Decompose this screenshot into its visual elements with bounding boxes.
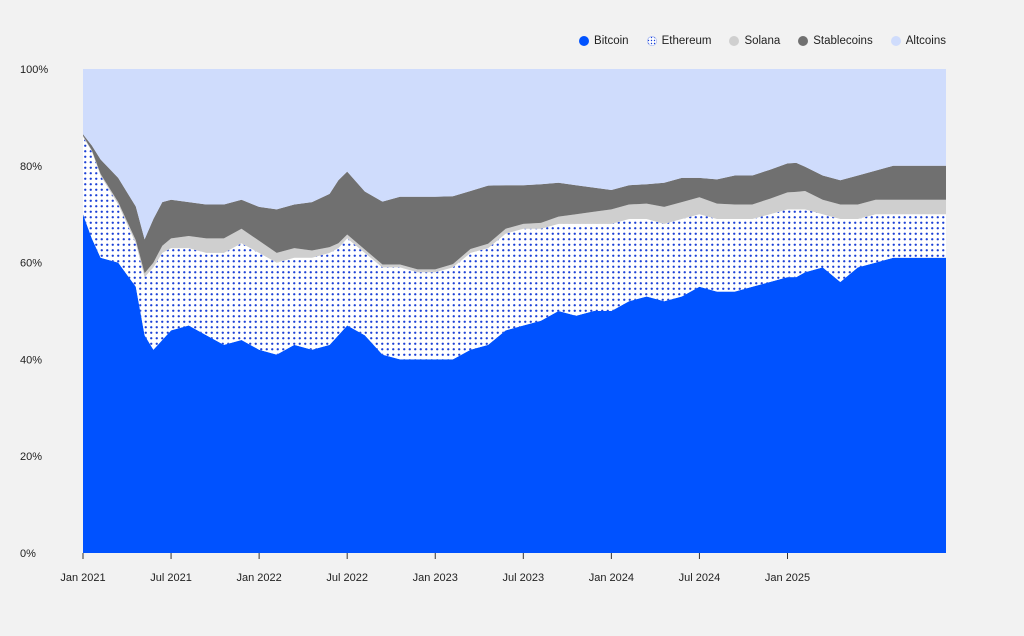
y-tick-label: 20% bbox=[20, 451, 42, 463]
area-stablecoins bbox=[83, 134, 946, 274]
chart-legend: Bitcoin Ethereum Solana Stablecoins Altcoins bbox=[579, 35, 946, 47]
legend-item-ethereum: Ethereum bbox=[646, 35, 712, 47]
area-bitcoin bbox=[83, 214, 946, 553]
y-tick-label: 60% bbox=[20, 258, 42, 270]
legend-label-ethereum: Ethereum bbox=[661, 35, 712, 47]
legend-swatch-bitcoin bbox=[579, 36, 590, 46]
y-tick-label: 0% bbox=[20, 548, 36, 560]
x-tick-label: Jan 2024 bbox=[589, 572, 634, 584]
x-tick-label: Jan 2022 bbox=[236, 572, 281, 584]
legend-label-altcoins: Altcoins bbox=[905, 35, 946, 47]
legend-swatch-altcoins bbox=[890, 36, 901, 46]
legend-item-stablecoins: Stablecoins bbox=[798, 35, 873, 47]
y-tick-label: 100% bbox=[20, 64, 48, 76]
x-tick-label: Jul 2023 bbox=[503, 572, 545, 584]
y-tick-label: 80% bbox=[20, 161, 42, 173]
legend-item-altcoins: Altcoins bbox=[890, 35, 946, 47]
area-solana bbox=[83, 135, 946, 278]
legend-item-bitcoin: Bitcoin bbox=[579, 35, 629, 47]
legend-swatch-stablecoins bbox=[798, 36, 809, 46]
area-altcoins bbox=[83, 69, 946, 240]
y-tick-label: 40% bbox=[20, 354, 42, 366]
legend-label-solana: Solana bbox=[744, 35, 781, 47]
area-ethereum bbox=[83, 136, 946, 360]
legend-swatch-solana bbox=[729, 36, 740, 46]
x-tick-label: Jul 2022 bbox=[326, 572, 368, 584]
x-tick-label: Jan 2021 bbox=[60, 572, 105, 584]
x-tick-label: Jul 2024 bbox=[679, 572, 721, 584]
legend-label-stablecoins: Stablecoins bbox=[813, 35, 873, 47]
x-tick-label: Jan 2023 bbox=[413, 572, 458, 584]
x-tick-label: Jan 2025 bbox=[765, 572, 810, 584]
legend-label-bitcoin: Bitcoin bbox=[594, 35, 629, 47]
legend-item-solana: Solana bbox=[729, 35, 780, 47]
legend-swatch-ethereum bbox=[646, 36, 657, 46]
x-tick-label: Jul 2021 bbox=[150, 572, 192, 584]
